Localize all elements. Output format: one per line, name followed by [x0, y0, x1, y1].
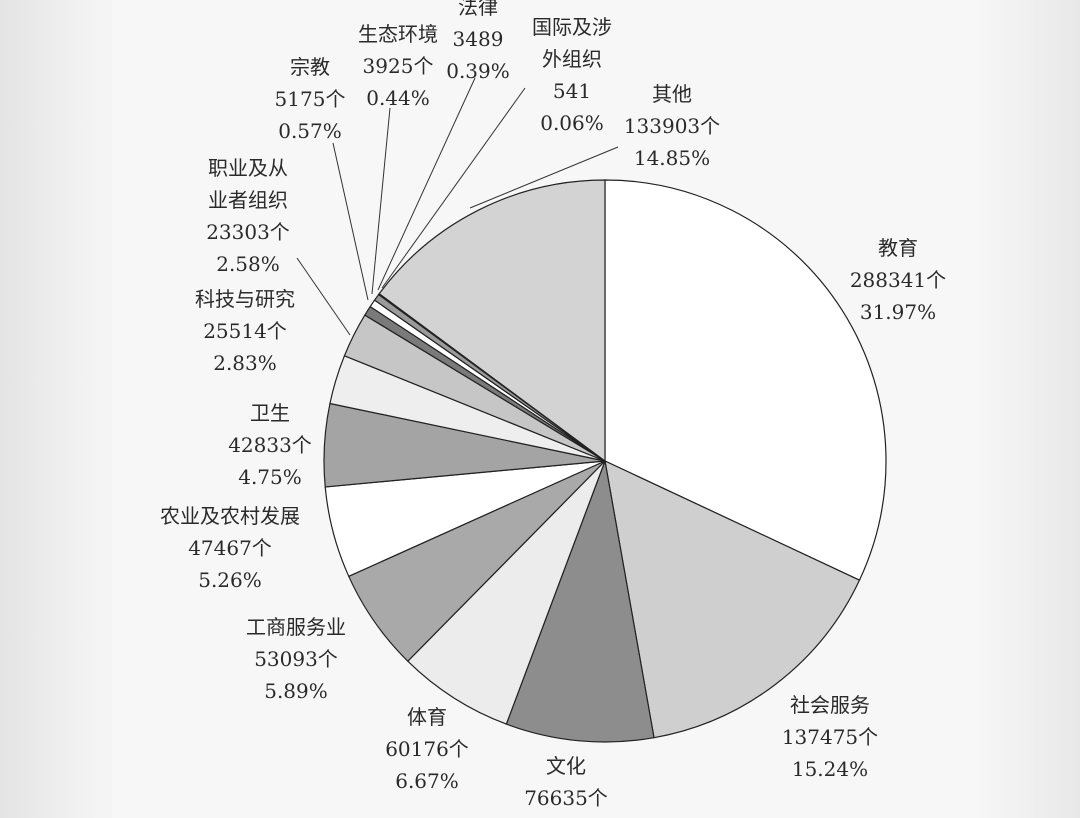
slice-label-percent: 14.85% — [634, 146, 710, 170]
slice-label: 教育 288341个 31.97% — [850, 236, 946, 324]
slice-label-count: 76635个 — [524, 786, 608, 810]
slice-label-name: 工商服务业 — [246, 615, 346, 639]
labels-layer: 教育 288341个 31.97% 社会服务 137475个 15.24% 文化 76635个… — [160, 0, 946, 810]
slices-layer — [323, 179, 887, 743]
slice-label-count: 47467个 — [188, 536, 272, 560]
slice-label: 生态环境 3925个 0.44% — [358, 22, 438, 110]
slice-label-percent: 0.44% — [366, 86, 430, 110]
slice-label-percent: 2.83% — [213, 351, 277, 375]
slice-label-percent: 6.67% — [395, 769, 459, 793]
slice-label-name: 体育 — [407, 705, 447, 729]
slice-label: 文化76635个8.50% — [524, 754, 608, 810]
slice-label: 其他 133903个 14.85% — [624, 82, 720, 170]
slice-label-name: 卫生 — [250, 401, 290, 425]
leader-line — [381, 87, 526, 289]
slice-label-percent: 4.75% — [238, 465, 302, 489]
slice-label-count: 42833个 — [228, 433, 312, 457]
slice-label-percent: 0.39% — [446, 59, 510, 83]
slice-label-count: 25514个 — [203, 319, 287, 343]
slice-label-percent: 5.89% — [264, 679, 328, 703]
slice-label-name: 教育 — [878, 236, 918, 260]
slice-label-name: 文化 — [546, 754, 586, 778]
slice-label: 卫生 42833个 4.75% — [228, 401, 312, 489]
leader-line — [469, 146, 619, 209]
slice-label-count: 53093个 — [254, 647, 338, 671]
slice-label-count: 3489 — [453, 27, 504, 51]
slice-label-name: 其他 — [652, 82, 692, 106]
slice-label-percent: 0.57% — [278, 119, 342, 143]
leader-line — [332, 142, 369, 301]
slice-label-count: 541 — [553, 79, 591, 103]
slice-label-name: 外组织 — [542, 47, 602, 71]
slice-label-count: 23303个 — [206, 220, 290, 244]
slice-label-percent: 5.26% — [198, 568, 262, 592]
pie-slice — [604, 179, 887, 581]
leader-line — [371, 107, 391, 295]
slice-label-name: 生态环境 — [358, 22, 438, 46]
slice-label-percent: 31.97% — [860, 300, 936, 324]
slice-label-count: 60176个 — [385, 737, 469, 761]
slice-label: 宗教 5175个 0.57% — [275, 55, 346, 143]
slice-label-count: 3925个 — [363, 54, 434, 78]
slice-label: 社会服务 137475个 15.24% — [782, 693, 878, 781]
leader-line — [296, 257, 351, 336]
leader-lines-layer — [296, 77, 619, 336]
leader-line — [377, 77, 476, 291]
slice-label-name: 科技与研究 — [195, 287, 295, 311]
slice-label-count: 137475个 — [782, 725, 878, 749]
pie-slice — [604, 459, 861, 739]
slice-label-count: 288341个 — [850, 268, 946, 292]
slice-label-percent: 2.58% — [216, 252, 280, 276]
pie-slice — [505, 458, 655, 743]
slice-label-name: 法律 — [458, 0, 498, 19]
pie-slice — [406, 460, 606, 725]
slice-label-name: 职业及从 — [208, 156, 288, 180]
slice-label: 科技与研究 25514个 2.83% — [195, 287, 295, 375]
slice-label: 体育 60176个 6.67% — [385, 705, 469, 793]
slice-label-name: 国际及涉 — [532, 15, 612, 39]
slice-label-percent: 0.06% — [540, 111, 604, 135]
slice-label-count: 5175个 — [275, 87, 346, 111]
slice-label-name: 农业及农村发展 — [160, 504, 300, 528]
slice-label-count: 133903个 — [624, 114, 720, 138]
slice-label: 法律 3489 0.39% — [446, 0, 510, 83]
slice-label: 工商服务业 53093个 5.89% — [246, 615, 346, 703]
slice-label-percent: 15.24% — [792, 757, 868, 781]
pie-slice — [378, 179, 606, 463]
slice-label-name: 社会服务 — [790, 693, 870, 717]
slice-label-name: 业者组织 — [208, 188, 288, 212]
slice-label: 农业及农村发展 47467个 5.26% — [160, 504, 300, 592]
slice-label-name: 宗教 — [290, 55, 330, 79]
